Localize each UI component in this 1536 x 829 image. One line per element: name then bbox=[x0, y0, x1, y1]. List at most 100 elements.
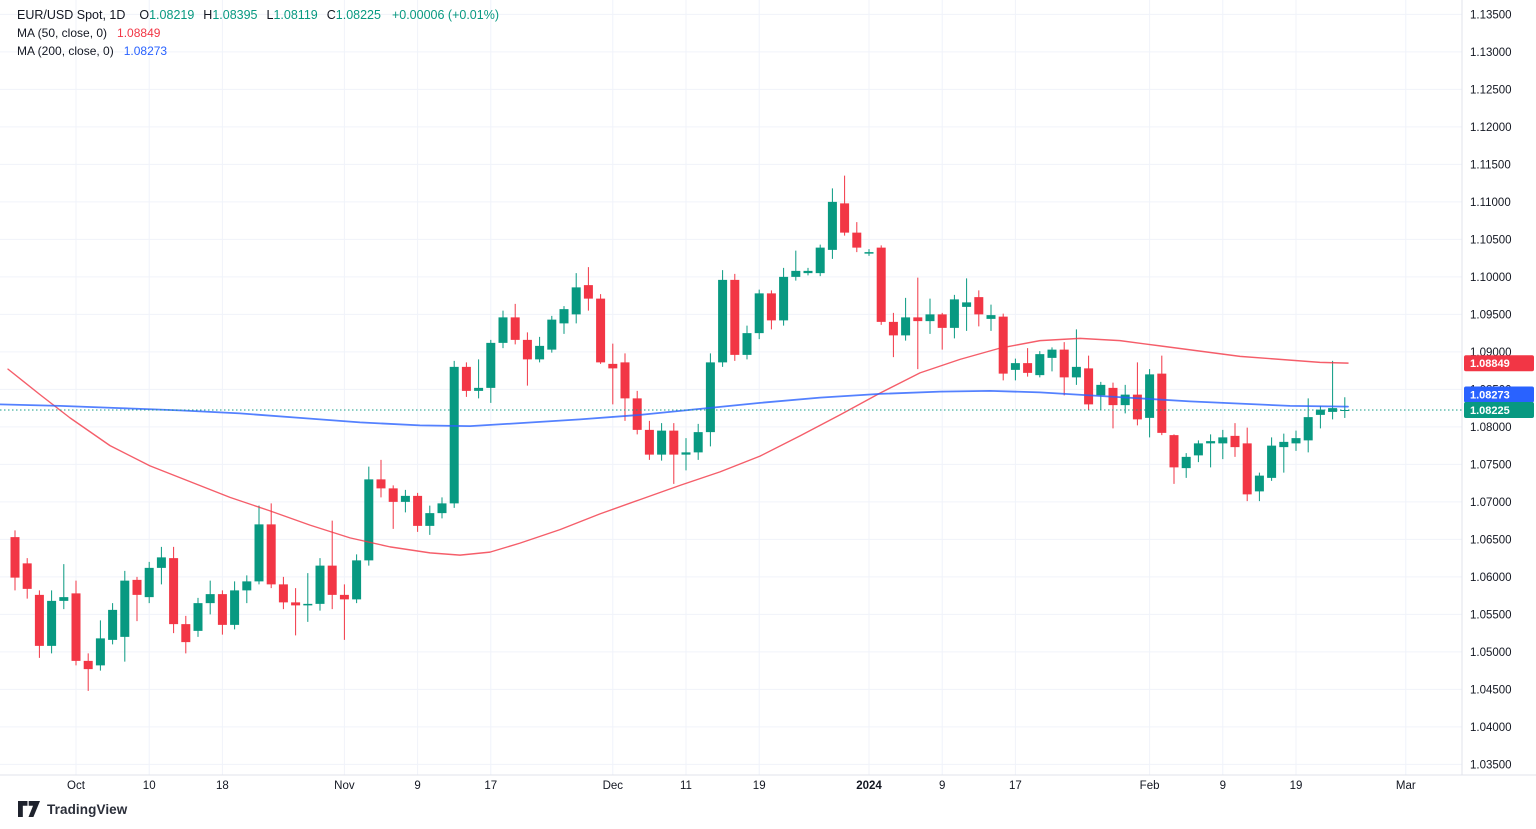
candle-body[interactable] bbox=[1145, 374, 1155, 418]
candle-body[interactable] bbox=[803, 270, 813, 274]
time-axis-label[interactable]: 17 bbox=[484, 780, 497, 792]
candle-body[interactable] bbox=[693, 432, 703, 453]
candle-body[interactable] bbox=[1096, 384, 1106, 396]
candle-body[interactable] bbox=[754, 293, 764, 334]
candle-body[interactable] bbox=[669, 430, 679, 455]
candle-body[interactable] bbox=[315, 565, 325, 604]
price-axis-label[interactable]: 1.09500 bbox=[1470, 309, 1512, 321]
candle-body[interactable] bbox=[962, 302, 972, 307]
tradingview-attribution-link[interactable]: TradingView bbox=[18, 801, 127, 817]
candle-body[interactable] bbox=[108, 609, 118, 640]
candle-body[interactable] bbox=[510, 317, 520, 340]
candle-body[interactable] bbox=[339, 594, 349, 600]
candle-body[interactable] bbox=[1157, 373, 1167, 433]
candle-body[interactable] bbox=[193, 603, 203, 631]
price-axis-label[interactable]: 1.11500 bbox=[1470, 159, 1511, 171]
candle-body[interactable] bbox=[169, 558, 179, 625]
candle-body[interactable] bbox=[1181, 456, 1191, 469]
candle-body[interactable] bbox=[461, 366, 471, 391]
time-axis-label[interactable]: 11 bbox=[680, 780, 692, 792]
candle-body[interactable] bbox=[547, 319, 557, 350]
candle-body[interactable] bbox=[413, 495, 423, 526]
candle-body[interactable] bbox=[742, 333, 752, 355]
candle-body[interactable] bbox=[217, 594, 227, 625]
price-axis-label[interactable]: 1.04500 bbox=[1470, 684, 1512, 696]
candle-body[interactable] bbox=[949, 299, 959, 328]
candle-body[interactable] bbox=[400, 495, 410, 502]
candle-body[interactable] bbox=[437, 503, 447, 514]
price-axis-label[interactable]: 1.10000 bbox=[1470, 272, 1512, 284]
candle-body[interactable] bbox=[559, 309, 569, 324]
candle-body[interactable] bbox=[1035, 354, 1045, 376]
candle-body[interactable] bbox=[608, 363, 618, 369]
candle-body[interactable] bbox=[266, 524, 276, 585]
candle-body[interactable] bbox=[888, 321, 898, 336]
candle-body[interactable] bbox=[730, 279, 740, 355]
time-axis-label[interactable]: 17 bbox=[1009, 780, 1022, 792]
price-axis-label[interactable]: 1.05000 bbox=[1470, 647, 1512, 659]
candle-body[interactable] bbox=[937, 314, 947, 328]
candle-body[interactable] bbox=[352, 560, 362, 600]
candle-body[interactable] bbox=[705, 362, 715, 433]
candle-body[interactable] bbox=[181, 624, 191, 643]
candle-body[interactable] bbox=[1254, 475, 1264, 492]
candle-body[interactable] bbox=[925, 314, 935, 322]
candle-body[interactable] bbox=[486, 342, 496, 388]
price-axis-label[interactable]: 1.05500 bbox=[1470, 609, 1512, 621]
candle-body[interactable] bbox=[1047, 349, 1057, 358]
price-axis-label[interactable]: 1.12500 bbox=[1470, 84, 1512, 96]
candle-body[interactable] bbox=[71, 593, 81, 661]
candle-body[interactable] bbox=[242, 581, 252, 591]
candle-body[interactable] bbox=[303, 603, 313, 606]
candle-body[interactable] bbox=[1279, 441, 1289, 448]
candle-body[interactable] bbox=[1071, 366, 1081, 378]
candle-body[interactable] bbox=[95, 638, 105, 666]
time-axis-label[interactable]: 18 bbox=[216, 780, 229, 792]
candle-body[interactable] bbox=[901, 317, 911, 336]
price-axis-label[interactable]: 1.11000 bbox=[1470, 197, 1511, 209]
candle-body[interactable] bbox=[388, 488, 398, 502]
candle-body[interactable] bbox=[254, 524, 264, 582]
candle-body[interactable] bbox=[791, 270, 801, 277]
candle-body[interactable] bbox=[120, 580, 130, 637]
candle-body[interactable] bbox=[583, 285, 593, 299]
candle-body[interactable] bbox=[230, 590, 240, 625]
candle-body[interactable] bbox=[535, 345, 545, 360]
time-axis-label[interactable]: 9 bbox=[1220, 780, 1226, 792]
candle-body[interactable] bbox=[132, 579, 142, 595]
time-axis-label[interactable]: Dec bbox=[603, 780, 624, 792]
candle-body[interactable] bbox=[376, 479, 386, 489]
candle-body[interactable] bbox=[596, 298, 606, 363]
candle-body[interactable] bbox=[522, 339, 532, 360]
candle-body[interactable] bbox=[840, 203, 850, 233]
candle-body[interactable] bbox=[815, 247, 825, 274]
candle-body[interactable] bbox=[913, 317, 923, 322]
candle-body[interactable] bbox=[620, 362, 630, 399]
candle-body[interactable] bbox=[474, 387, 484, 391]
time-axis-label[interactable]: 2024 bbox=[856, 780, 882, 792]
candle-body[interactable] bbox=[327, 565, 337, 595]
time-axis-label[interactable]: Nov bbox=[334, 780, 355, 792]
price-axis-label[interactable]: 1.13500 bbox=[1470, 9, 1512, 21]
candle-body[interactable] bbox=[876, 247, 886, 322]
candle-body[interactable] bbox=[986, 315, 996, 319]
candle-body[interactable] bbox=[1291, 438, 1301, 444]
time-axis-label[interactable]: 19 bbox=[1290, 780, 1303, 792]
candle-body[interactable] bbox=[1023, 363, 1033, 373]
candle-body[interactable] bbox=[571, 287, 581, 315]
candle-body[interactable] bbox=[1193, 443, 1203, 456]
price-axis-label[interactable]: 1.04000 bbox=[1470, 722, 1512, 734]
candle-body[interactable] bbox=[1120, 394, 1130, 406]
price-axis-label[interactable]: 1.06000 bbox=[1470, 572, 1512, 584]
time-axis-label[interactable]: Oct bbox=[67, 780, 86, 792]
price-axis-label[interactable]: 1.07500 bbox=[1470, 459, 1512, 471]
candle-body[interactable] bbox=[1218, 437, 1228, 444]
candle-body[interactable] bbox=[718, 279, 728, 363]
candle-body[interactable] bbox=[498, 317, 508, 343]
price-axis-label[interactable]: 1.08000 bbox=[1470, 422, 1512, 434]
candle-body[interactable] bbox=[681, 452, 691, 455]
candle-body[interactable] bbox=[278, 584, 288, 603]
candle-body[interactable] bbox=[34, 594, 44, 646]
candle-body[interactable] bbox=[1206, 441, 1216, 444]
